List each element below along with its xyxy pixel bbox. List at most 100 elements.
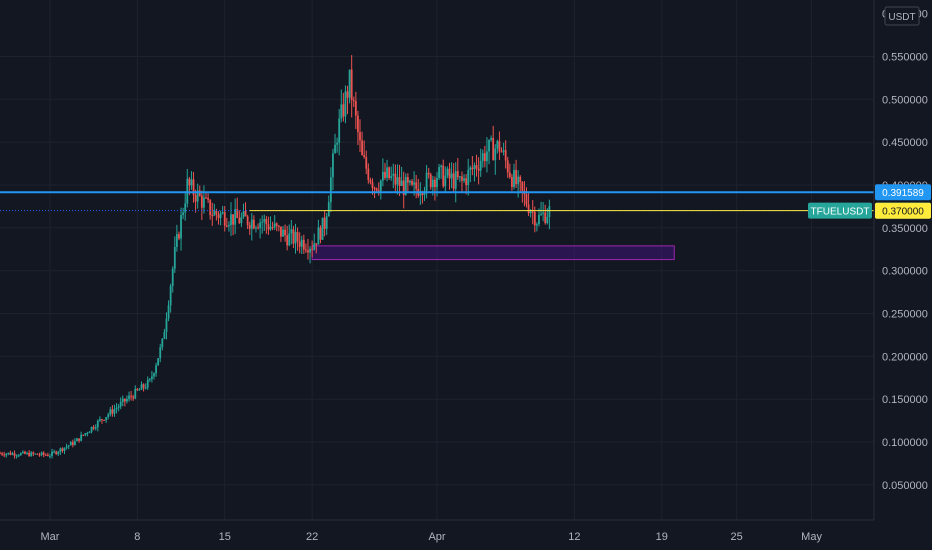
price-tick-label: 0.350000 xyxy=(882,223,928,235)
candle-body xyxy=(546,216,549,223)
candle-body xyxy=(454,171,457,189)
candle-body xyxy=(157,358,160,366)
candle-body xyxy=(21,451,24,454)
price-tags: 0.3915890.370103TFUELUSDT0.370000 xyxy=(808,184,931,219)
candle-body xyxy=(444,175,447,187)
candle-body xyxy=(294,231,297,244)
candle-body xyxy=(511,176,513,187)
candle-body xyxy=(357,115,359,133)
candle-body xyxy=(211,215,214,217)
candle-body xyxy=(317,227,320,245)
candle-body xyxy=(46,454,49,457)
candle-body xyxy=(463,178,465,181)
candle-body xyxy=(338,118,341,143)
time-tick-label: 15 xyxy=(219,531,231,543)
candle-body xyxy=(548,206,551,217)
candle-body xyxy=(280,226,282,237)
candle-body xyxy=(290,229,293,234)
candle-body xyxy=(146,379,149,388)
candle-body xyxy=(130,395,132,397)
candle-body xyxy=(377,190,380,192)
candle-body xyxy=(142,384,145,388)
candle-body xyxy=(413,182,416,185)
candle-body xyxy=(467,169,470,186)
candle-body xyxy=(488,139,490,152)
candle-body xyxy=(151,376,153,380)
candle-body xyxy=(234,209,237,225)
candle-body xyxy=(411,180,413,185)
candle-body xyxy=(332,153,334,178)
candle-body xyxy=(458,176,461,178)
candle-body xyxy=(513,169,515,187)
price-tag-label: 0.391589 xyxy=(882,188,924,199)
candle-body xyxy=(506,160,509,173)
candle-body xyxy=(98,419,101,421)
candle-body xyxy=(319,227,322,240)
candle-body xyxy=(203,197,205,208)
candle-body xyxy=(259,222,262,229)
candle-body xyxy=(461,176,463,181)
candle-body xyxy=(527,204,530,214)
candle-body xyxy=(419,193,422,196)
candle-body xyxy=(438,167,440,178)
candle-body xyxy=(55,451,58,454)
candle-body xyxy=(86,432,89,434)
candle-body xyxy=(392,173,395,176)
candle-body xyxy=(448,168,451,179)
candle-body xyxy=(273,223,276,228)
time-tick-label: May xyxy=(801,531,822,543)
candle-body xyxy=(7,452,10,454)
candle-body xyxy=(28,452,31,457)
candle-body xyxy=(207,197,209,200)
candle-body xyxy=(205,197,207,199)
candle-body xyxy=(502,150,505,152)
candle-body xyxy=(107,414,110,418)
time-axis[interactable]: Mar 8 15 22 Apr 12 19 25 May xyxy=(40,531,822,543)
candle-body xyxy=(236,209,239,218)
candle-body xyxy=(117,406,120,408)
candle-body xyxy=(194,194,197,202)
candle-body xyxy=(529,211,532,214)
candle-body xyxy=(440,165,443,168)
candle-body xyxy=(0,453,1,455)
candle-body xyxy=(342,104,345,117)
candle-body xyxy=(240,217,243,224)
candle-body xyxy=(456,171,459,178)
candle-body xyxy=(313,243,316,250)
candle-body xyxy=(471,167,474,170)
candle-body xyxy=(504,150,507,161)
candle-body xyxy=(232,214,234,225)
candle-body xyxy=(101,419,103,421)
candle-body xyxy=(379,180,382,192)
candle-body xyxy=(186,178,189,204)
candle-body xyxy=(165,318,168,333)
time-tick-label: 12 xyxy=(568,531,580,543)
candle-body xyxy=(307,250,309,253)
candle-body xyxy=(292,229,295,244)
candle-body xyxy=(265,218,268,225)
candle-body xyxy=(121,398,124,402)
candle-body xyxy=(123,398,126,402)
candle-body xyxy=(59,448,62,452)
time-tick-label: 22 xyxy=(306,531,318,543)
price-tick-label: 0.100000 xyxy=(882,437,928,449)
candle-body xyxy=(219,213,222,218)
candle-body xyxy=(19,453,22,456)
candle-body xyxy=(434,179,436,188)
candle-body xyxy=(188,178,191,186)
price-tick-label: 0.200000 xyxy=(882,351,928,363)
candle-body xyxy=(477,168,480,171)
candle-body xyxy=(309,248,311,253)
candle-body xyxy=(544,212,547,223)
candle-body xyxy=(515,169,517,185)
currency-label[interactable]: USDT xyxy=(884,6,920,26)
candle-body xyxy=(169,285,172,306)
candle-body xyxy=(363,155,366,158)
price-tick-label: 0.500000 xyxy=(882,94,928,106)
candle-body xyxy=(44,454,47,456)
candle-body xyxy=(469,167,472,170)
candle-body xyxy=(111,409,114,414)
candle-body xyxy=(61,448,64,451)
candle-body xyxy=(542,212,545,214)
candle-body xyxy=(354,101,357,116)
